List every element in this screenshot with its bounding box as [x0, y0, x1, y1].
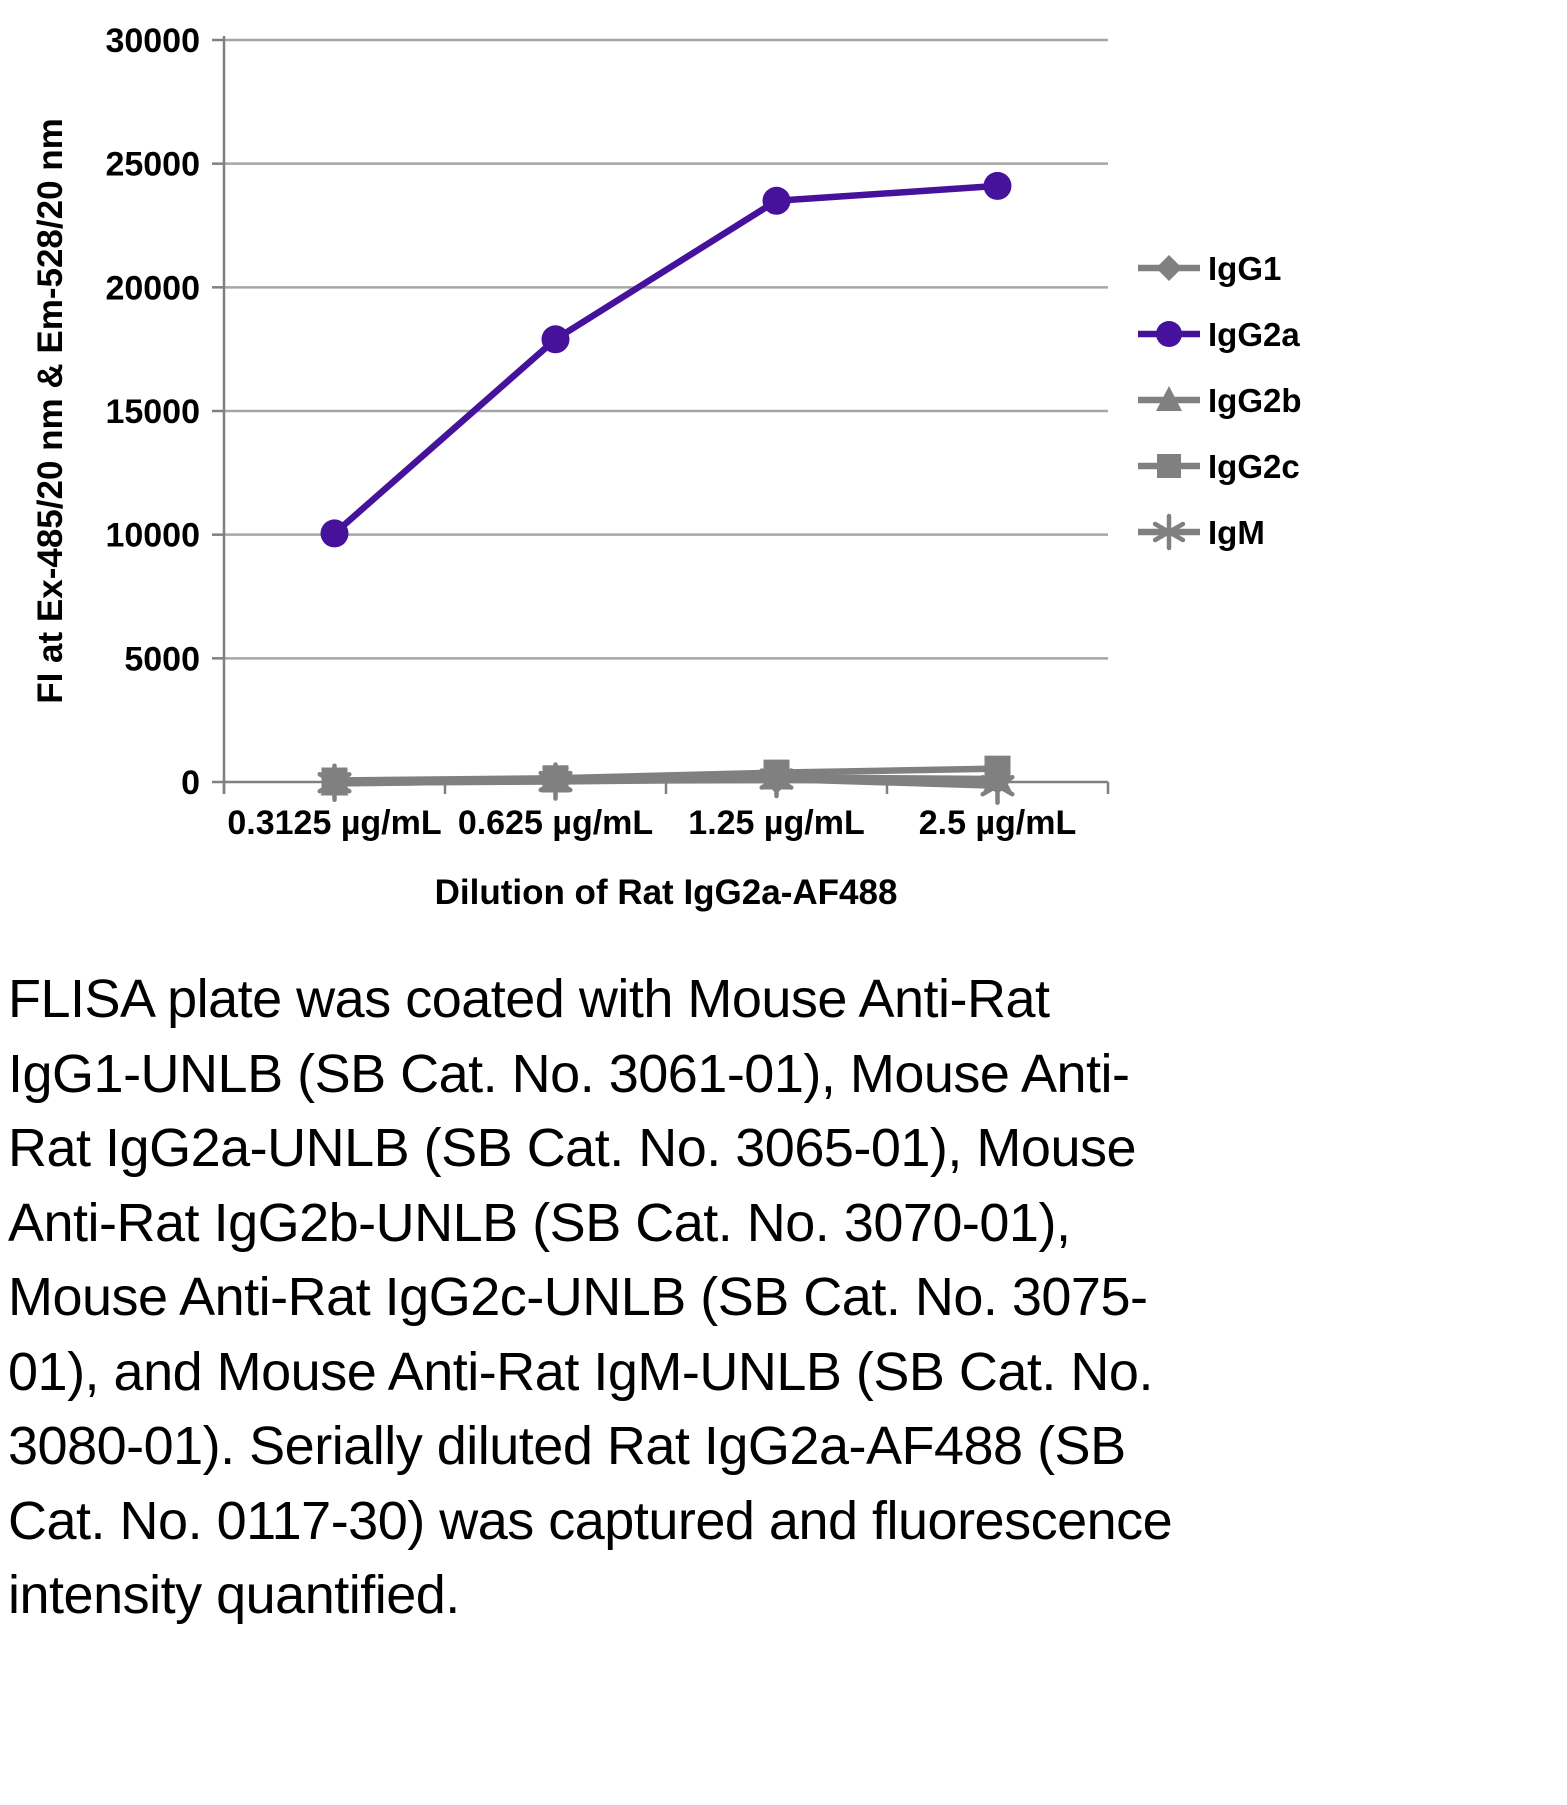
- figure-caption: FLISA plate was coated with Mouse Anti-R…: [8, 969, 1173, 1626]
- legend-label: IgG2c: [1208, 448, 1300, 485]
- flisa-chart-container: 0 5000 10000 15000 20000 25000 30000 0.3125 µg/…: [31, 22, 1302, 912]
- flisa-line-chart: 0 5000 10000 15000 20000 25000 30000 0.3125 µg/…: [31, 22, 1302, 912]
- legend-label: IgG2b: [1208, 382, 1302, 419]
- legend-label: IgM: [1208, 514, 1265, 551]
- y-tick-label: 25000: [105, 146, 200, 184]
- y-tick-label: 20000: [105, 269, 200, 307]
- x-tick-label: 0.625 µg/mL: [458, 804, 653, 842]
- y-tick-label: 0: [181, 764, 200, 802]
- legend-label: IgG2a: [1208, 316, 1300, 353]
- y-tick-label: 15000: [105, 393, 200, 431]
- x-tick-label: 1.25 µg/mL: [688, 804, 864, 842]
- y-axis-title: FI at Ex-485/20 nm & Em-528/20 nm: [31, 118, 70, 704]
- x-tick-label: 0.3125 µg/mL: [227, 804, 441, 842]
- legend-item-IgG2a: IgG2a: [1138, 316, 1300, 353]
- x-tick-label: 2.5 µg/mL: [919, 804, 1077, 842]
- y-tick-label: 5000: [124, 640, 200, 678]
- y-tick-label: 10000: [105, 517, 200, 555]
- legend-item-IgG2b: IgG2b: [1138, 382, 1302, 419]
- series-IgM: [317, 759, 1015, 805]
- series-IgG2a: [320, 171, 1012, 548]
- y-tick-label: 30000: [105, 22, 200, 60]
- legend-item-IgM: IgM: [1138, 513, 1265, 551]
- legend-item-IgG2c: IgG2c: [1138, 448, 1300, 485]
- x-axis-title: Dilution of Rat IgG2a-AF488: [435, 873, 898, 912]
- legend-label: IgG1: [1208, 250, 1281, 287]
- legend-item-IgG1: IgG1: [1138, 250, 1281, 287]
